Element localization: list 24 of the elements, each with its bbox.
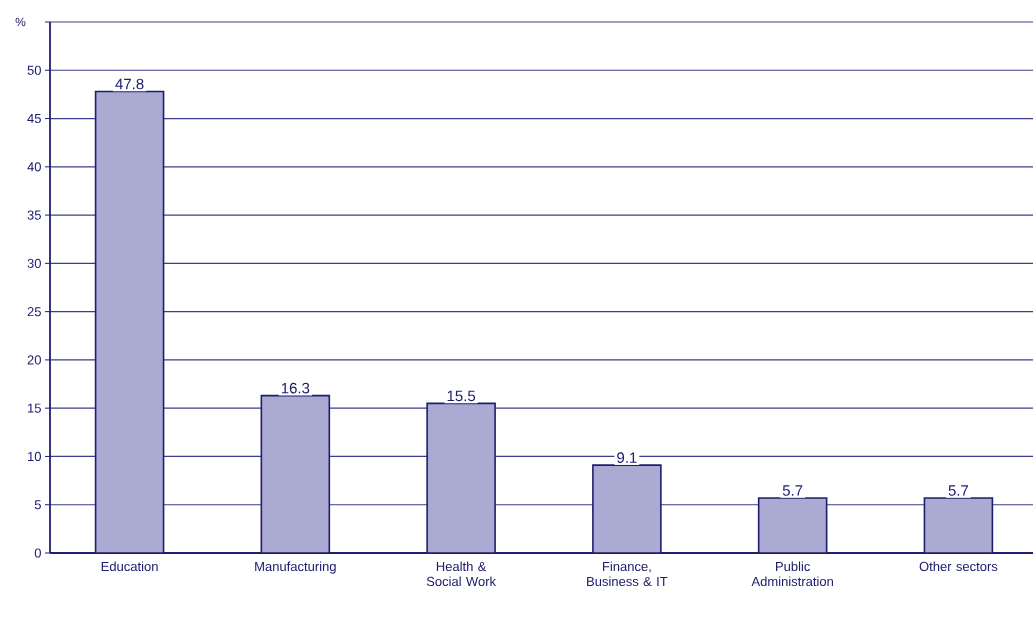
data-label: 9.1 <box>617 452 637 463</box>
y-tick-label: 35 <box>27 210 41 220</box>
data-label: 5.7 <box>948 485 969 496</box>
data-label: 5.7 <box>782 485 803 496</box>
x-tick-label: Finance, Business & IT <box>587 561 668 587</box>
y-axis-title: % <box>15 17 26 27</box>
y-tick-label: 25 <box>27 307 41 317</box>
y-tick-label: 10 <box>28 451 41 462</box>
y-tick-label: 20 <box>27 355 41 365</box>
y-tick-label: 0 <box>34 548 41 558</box>
data-label: 16.3 <box>281 382 310 394</box>
x-tick-label: Other sectors <box>919 561 998 572</box>
y-tick-label: 40 <box>27 162 41 172</box>
y-tick-label: 15 <box>28 403 41 413</box>
y-tick-label: 5 <box>34 500 41 510</box>
x-tick-label: Education <box>101 561 158 572</box>
data-label: 47.8 <box>115 78 144 90</box>
y-tick-label: 45 <box>27 114 41 124</box>
y-tick-label: 50 <box>27 65 41 75</box>
x-tick-label: Health & Social Work <box>426 561 497 587</box>
y-tick-label: 30 <box>27 258 41 268</box>
x-tick-label: Manufacturing <box>255 561 336 574</box>
x-tick-label: Public Administration <box>751 561 833 587</box>
data-label: 15.5 <box>447 390 476 402</box>
